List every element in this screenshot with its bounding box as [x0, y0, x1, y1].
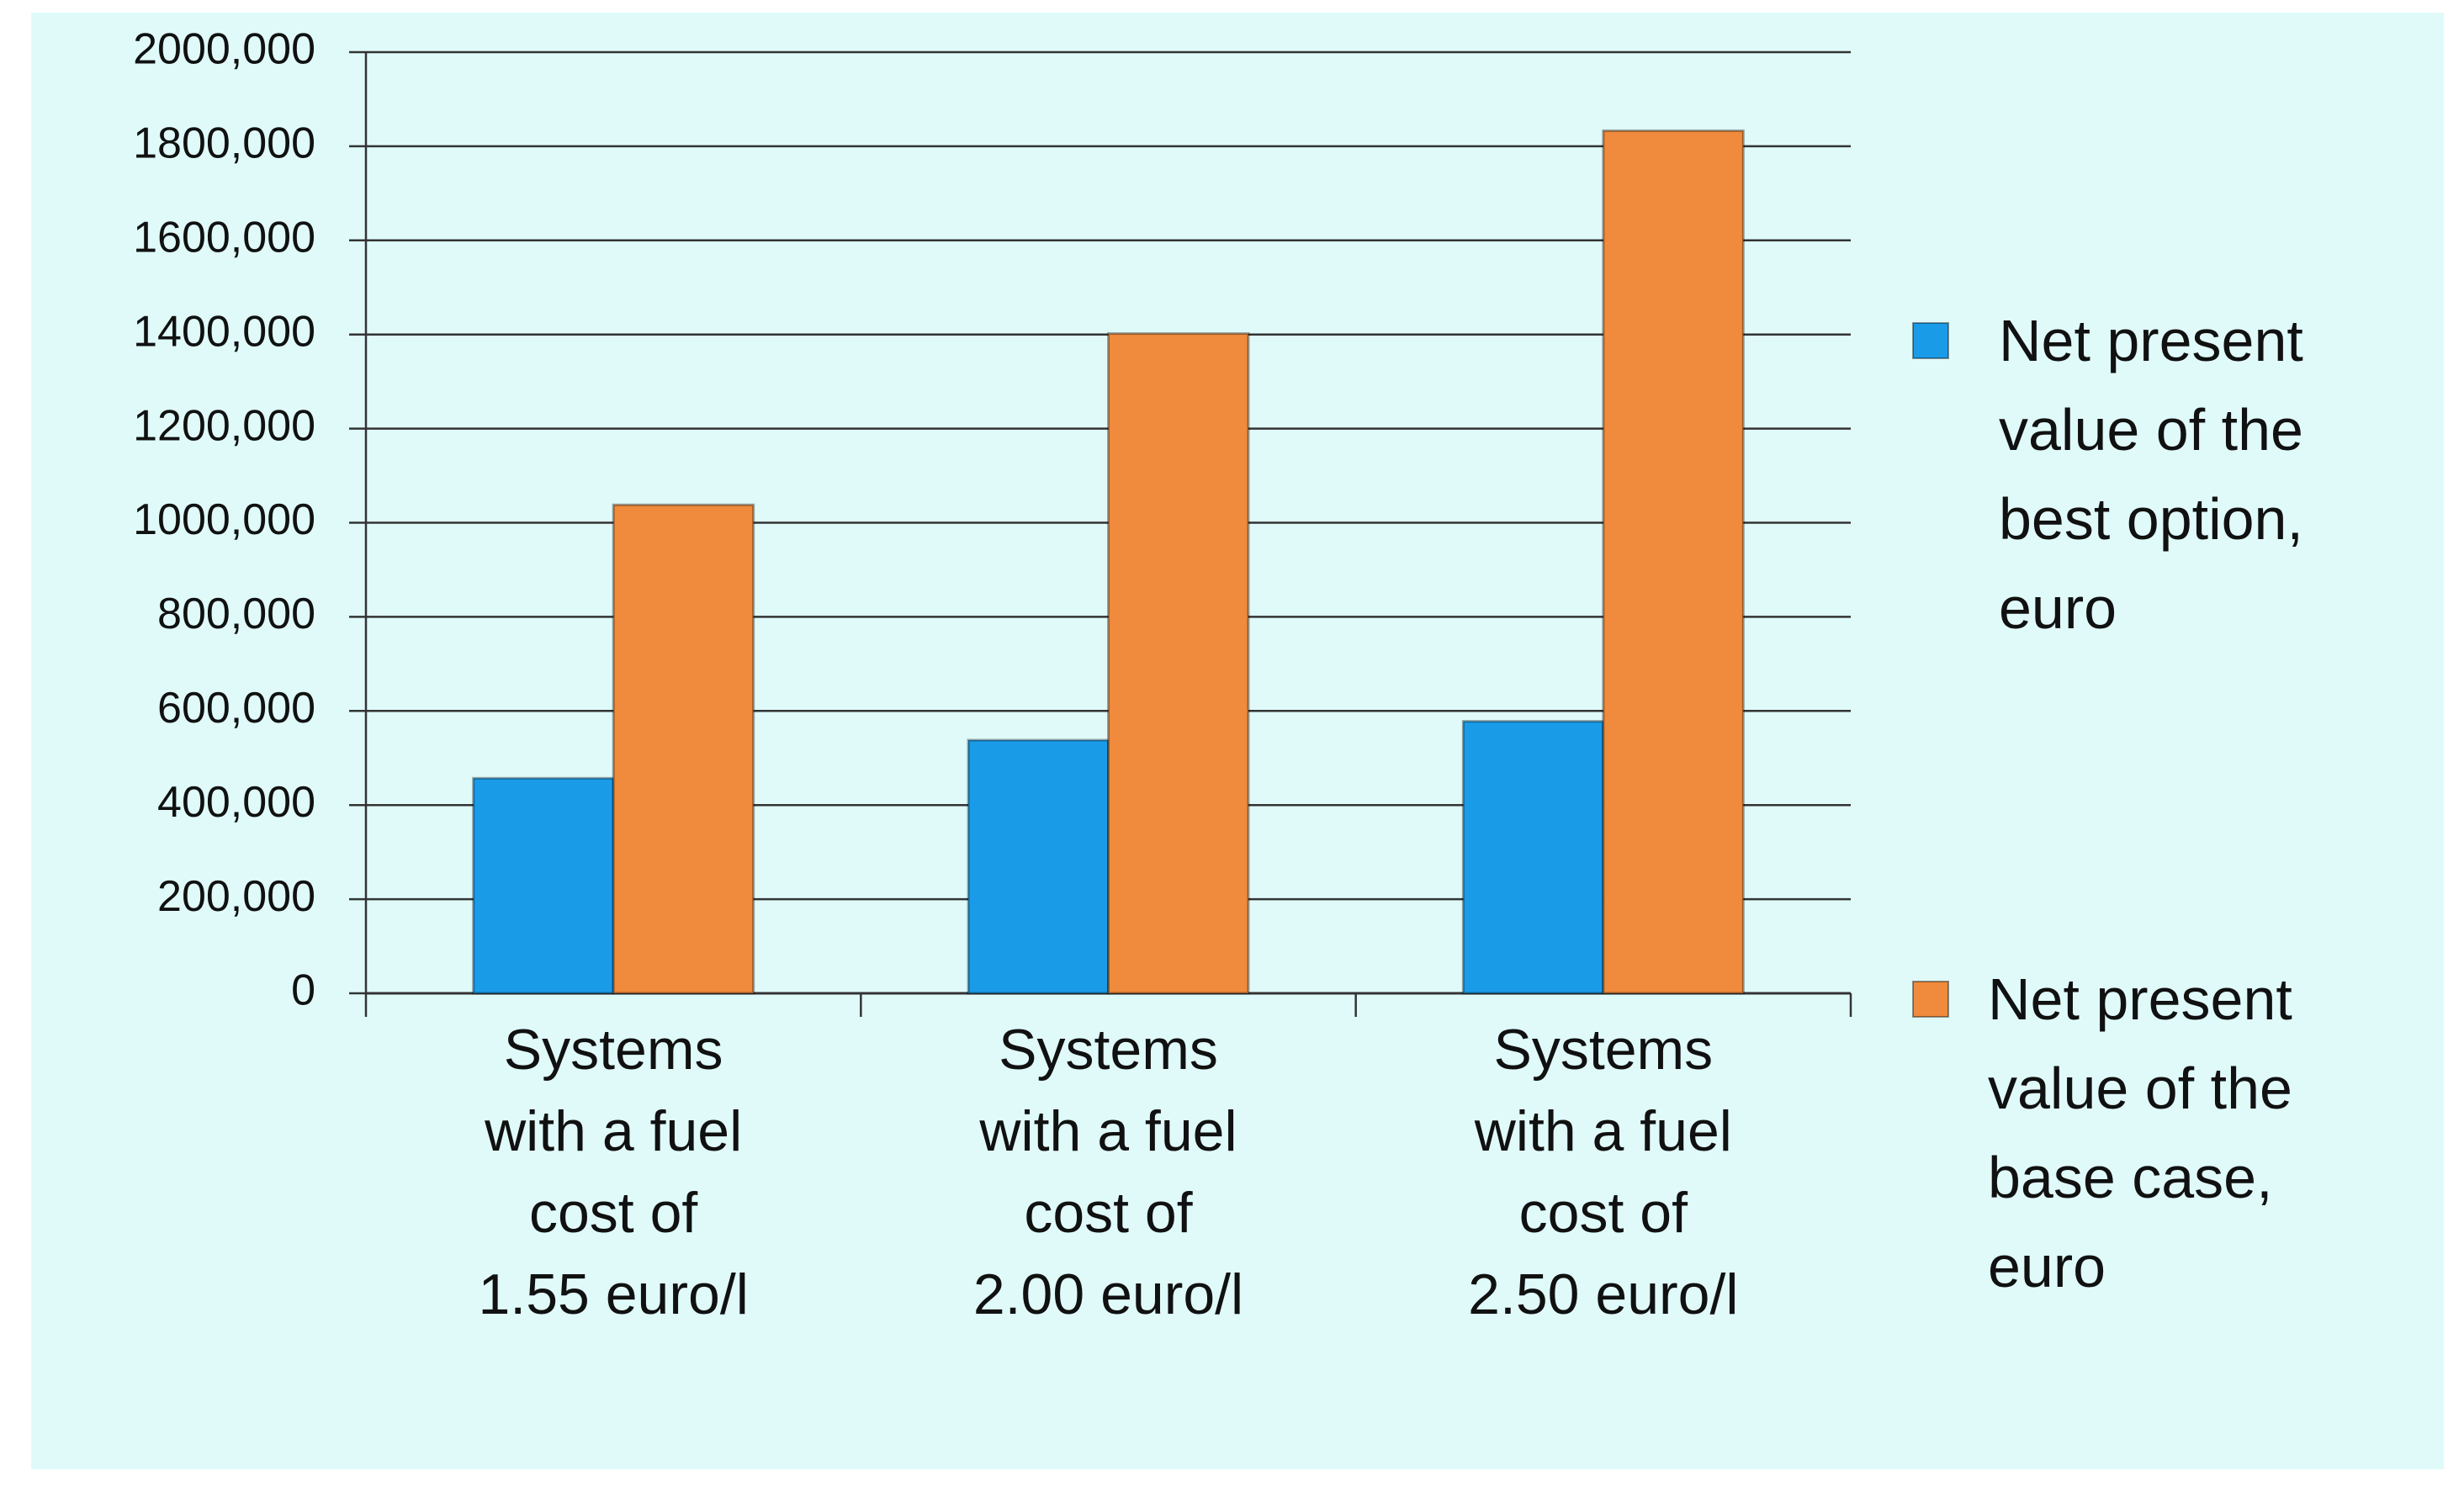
x-tick-label: Systems with a fuel cost of 2.50 euro/l	[1468, 1018, 1739, 1326]
bar	[1461, 720, 1605, 995]
legend-swatch	[1912, 322, 1949, 359]
y-tick-label: 400,000	[157, 778, 315, 827]
y-tick-label: 800,000	[157, 590, 315, 638]
bar	[1602, 129, 1745, 995]
bar	[612, 503, 755, 995]
y-tick-label: 2000,000	[133, 25, 315, 74]
y-tick-label: 1400,000	[133, 307, 315, 356]
y-tick-label: 0	[291, 966, 315, 1015]
legend-swatch	[1912, 981, 1949, 1018]
x-tick-label: Systems with a fuel cost of 2.00 euro/l	[972, 1018, 1244, 1326]
x-tick-label: Systems with a fuel cost of 1.55 euro/l	[478, 1018, 749, 1326]
legend-label: Net present value of the best option, eu…	[1999, 308, 2303, 641]
y-tick-label: 1200,000	[133, 401, 315, 450]
bar	[967, 738, 1110, 995]
y-tick-label: 600,000	[157, 684, 315, 733]
bar	[1107, 332, 1250, 995]
y-tick-label: 1000,000	[133, 495, 315, 544]
y-tick-label: 1800,000	[133, 119, 315, 168]
legend-label: Net present value of the base case, euro	[1988, 966, 2292, 1299]
bar	[472, 776, 615, 995]
y-tick-label: 1600,000	[133, 214, 315, 262]
y-tick-label: 200,000	[157, 872, 315, 921]
